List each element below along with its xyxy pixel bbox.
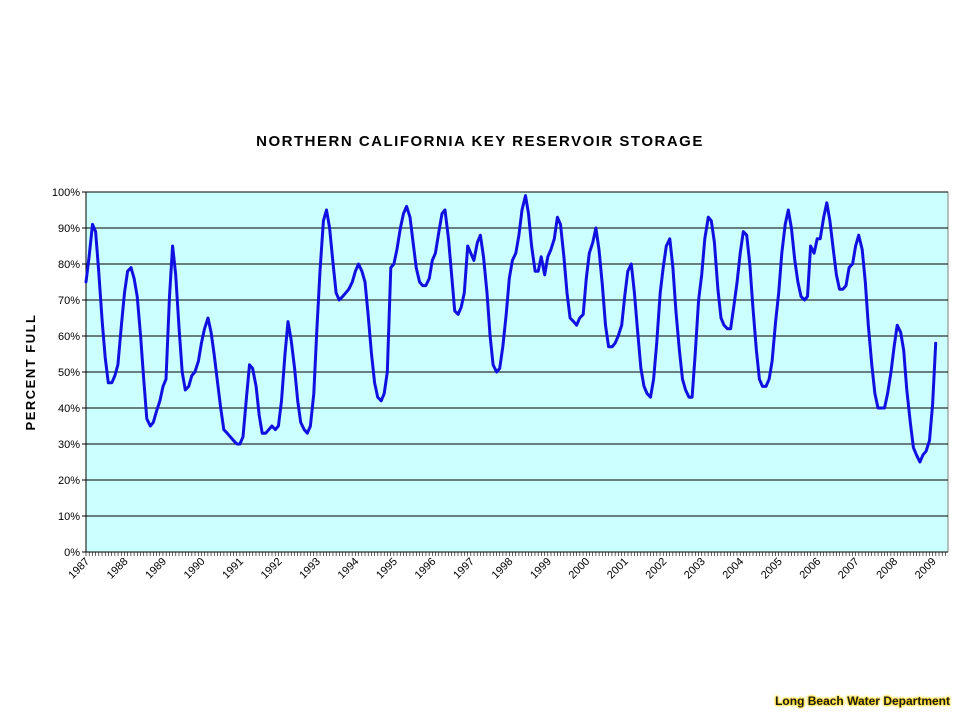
x-tick-label: 2004 <box>721 556 747 582</box>
y-tick-label: 20% <box>58 475 80 487</box>
x-tick-label: 1995 <box>374 556 400 582</box>
x-tick-label: 1991 <box>220 556 246 582</box>
y-tick-label: 60% <box>58 331 80 343</box>
x-tick-label: 2000 <box>567 556 593 582</box>
axes <box>85 192 948 556</box>
x-tick-label: 1988 <box>105 556 131 582</box>
y-tick-label: 10% <box>58 511 80 523</box>
x-tick-label: 1987 <box>66 556 92 582</box>
y-tick-label: 30% <box>58 439 80 451</box>
y-tick-label: 50% <box>58 367 80 379</box>
y-tick-label: 80% <box>58 259 80 271</box>
y-tick-label: 0% <box>64 547 80 559</box>
x-tick-label: 2006 <box>797 556 823 582</box>
x-tick-label: 1996 <box>413 556 439 582</box>
x-tick-label: 2007 <box>836 556 862 582</box>
y-tick-label: 100% <box>52 187 80 199</box>
x-axis-tick-labels: 1987 1988 1989 1990 1991 1992 1993 1994 1995 1996… <box>66 556 938 582</box>
footer-credit: Long Beach Water Department <box>775 694 950 708</box>
y-tick-label: 70% <box>58 295 80 307</box>
x-tick-label: 2003 <box>682 556 708 582</box>
x-tick-label: 2009 <box>913 556 939 582</box>
y-tick-label: 90% <box>58 223 80 235</box>
x-tick-label: 1999 <box>528 556 554 582</box>
x-tick-label: 2001 <box>605 556 631 582</box>
x-tick-label: 1994 <box>336 556 362 582</box>
x-tick-label: 2008 <box>874 556 900 582</box>
y-axis-label: PERCENT FULL <box>23 314 38 431</box>
y-tick-label: 40% <box>58 403 80 415</box>
x-tick-label: 1992 <box>259 556 285 582</box>
y-axis-tick-labels: 0% 10% 20% 30% 40% 50% 60% 70% 80% 90% 100% <box>52 187 80 559</box>
series-group <box>84 194 938 464</box>
x-tick-label: 2005 <box>759 556 785 582</box>
x-tick-label: 1998 <box>490 556 516 582</box>
chart-title: NORTHERN CALIFORNIA KEY RESERVOIR STORAG… <box>256 133 704 150</box>
x-tick-label: 1993 <box>297 556 323 582</box>
x-tick-label: 1990 <box>182 556 208 582</box>
x-tick-label: 2002 <box>644 556 670 582</box>
series-line <box>84 194 938 464</box>
x-tick-label: 1989 <box>143 556 169 582</box>
x-tick-label: 1997 <box>451 556 477 582</box>
